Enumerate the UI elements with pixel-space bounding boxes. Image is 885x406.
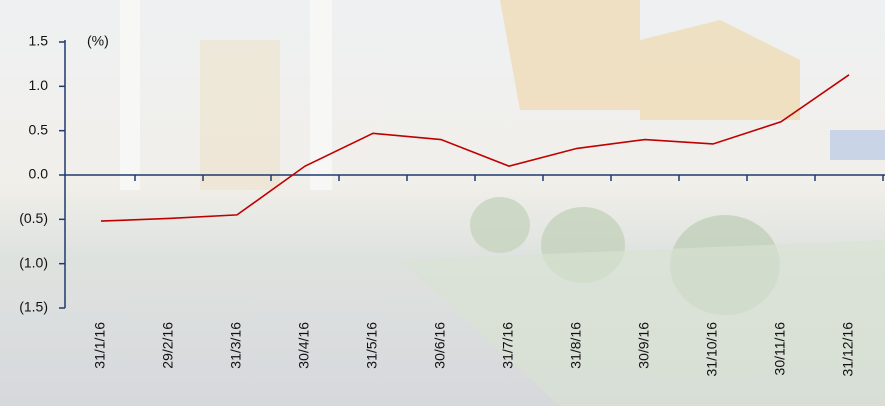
x-tick-label: 31/12/16 [840, 322, 856, 377]
x-tick-label: 30/4/16 [296, 322, 312, 369]
x-tick-label: 31/5/16 [364, 322, 380, 369]
x-tick-label: 30/6/16 [432, 322, 448, 369]
x-tick-label: 29/2/16 [160, 322, 176, 369]
x-tick-label: 31/8/16 [568, 322, 584, 369]
y-tick-label: (0.5) [19, 210, 48, 226]
x-tick-label: 30/9/16 [636, 322, 652, 369]
unit-label: (%) [87, 33, 109, 49]
y-tick-label: 0.0 [29, 166, 49, 182]
y-tick-label: (1.5) [19, 299, 48, 315]
x-tick-label: 31/10/16 [704, 322, 720, 377]
y-tick-label: 1.5 [29, 33, 49, 49]
x-tick-label: 30/11/16 [772, 322, 788, 376]
x-tick-label: 31/1/16 [92, 322, 108, 369]
chart: (%) (1.5) (1.0) (0.5) 0.0 0.5 1.0 1.5 31/1/16 29… [0, 0, 885, 406]
y-tick-label: (1.0) [19, 254, 48, 270]
x-tick-label: 31/3/16 [228, 322, 244, 369]
y-tick-label: 1.0 [29, 77, 49, 93]
x-tick-label: 31/7/16 [500, 322, 516, 369]
y-tick-label: 0.5 [29, 121, 49, 137]
